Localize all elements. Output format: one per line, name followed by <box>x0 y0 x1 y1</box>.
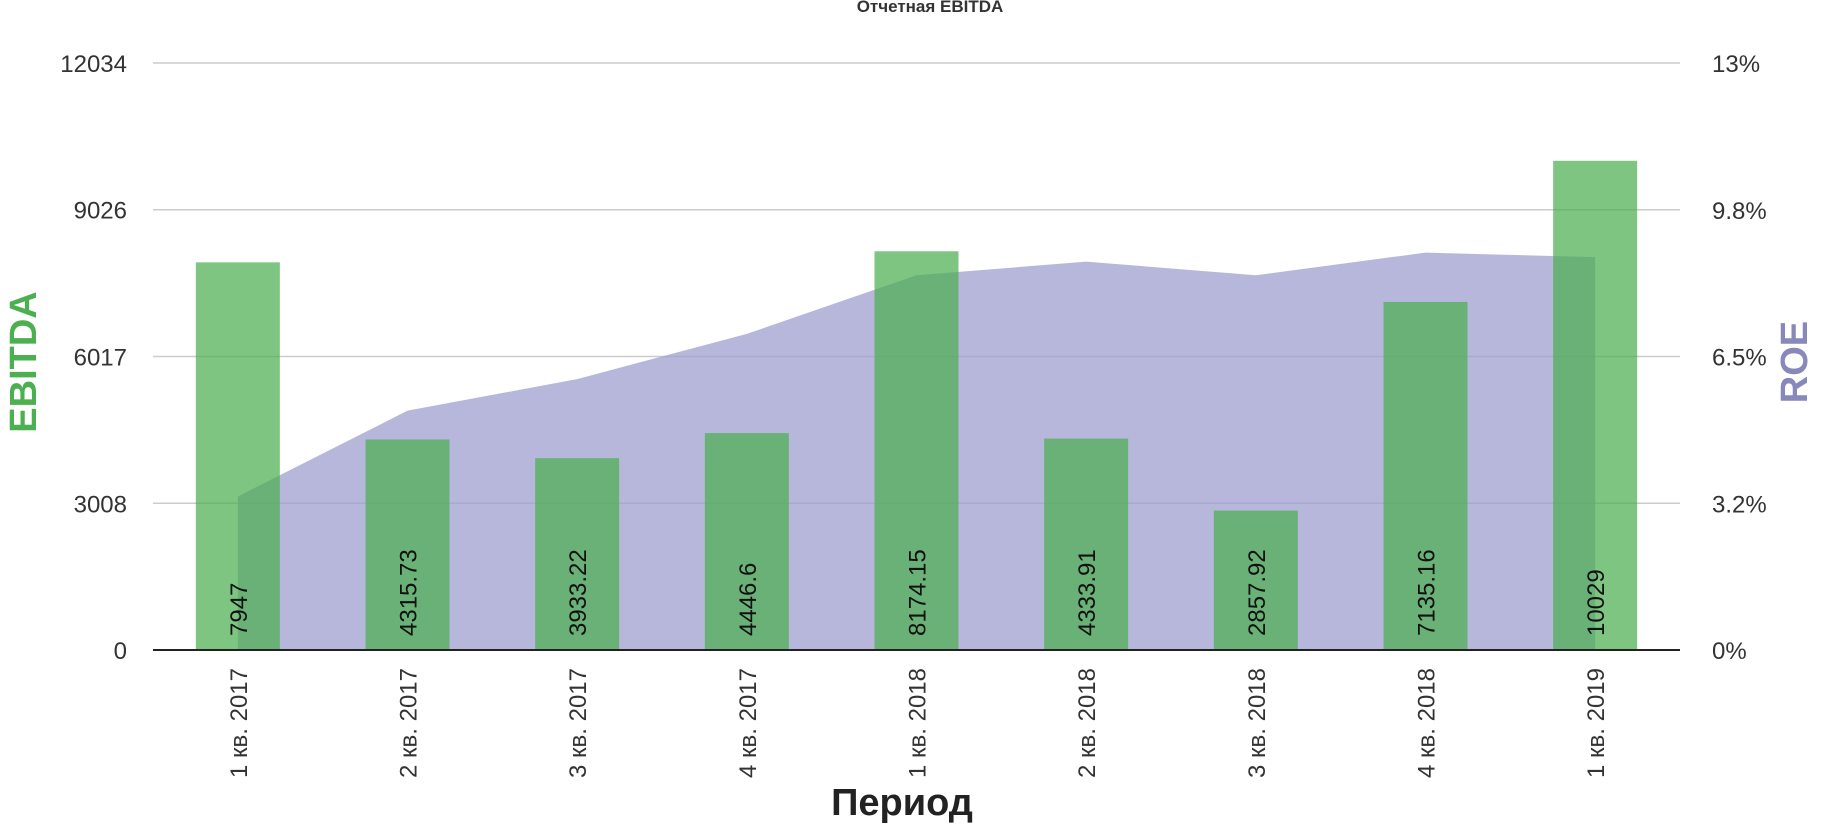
chart-title: Отчетная EBITDA <box>857 0 1004 16</box>
x-tick-label: 1 кв. 2019 <box>1583 668 1610 778</box>
x-tick-label: 3 кв. 2017 <box>565 668 592 778</box>
x-tick-label: 4 кв. 2018 <box>1414 668 1441 778</box>
y2-tick-label: 6.5% <box>1712 345 1767 372</box>
bar-value-label: 8174.15 <box>905 549 932 636</box>
y2-tick-label: 13% <box>1712 51 1760 78</box>
y-tick-label: 6017 <box>74 345 127 372</box>
y-tick-label: 3008 <box>74 491 127 518</box>
bar-value-label: 4315.73 <box>396 549 423 636</box>
y2-axis-title: ROE <box>1774 321 1816 403</box>
ebitda-bar <box>704 433 789 650</box>
bar-value-label: 7135.16 <box>1414 549 1441 636</box>
bar-value-label: 4333.91 <box>1074 549 1101 636</box>
y-tick-label: 9026 <box>74 198 127 225</box>
x-tick-label: 3 кв. 2018 <box>1244 668 1271 778</box>
bar-value-label: 7947 <box>226 583 253 636</box>
bar-value-label: 10029 <box>1583 569 1610 636</box>
y2-tick-label: 0% <box>1712 638 1747 665</box>
ebitda-bar <box>1044 438 1129 650</box>
ebitda-bar <box>535 458 620 650</box>
ebitda-bar <box>1213 510 1298 650</box>
x-tick-label: 1 кв. 2018 <box>905 668 932 778</box>
x-tick-label: 4 кв. 2017 <box>735 668 762 778</box>
ebitda-bar <box>195 262 280 650</box>
x-tick-label: 1 кв. 2017 <box>226 668 253 778</box>
y2-tick-label: 9.8% <box>1712 198 1767 225</box>
y-tick-label: 12034 <box>60 51 127 78</box>
ebitda-bar <box>365 439 450 650</box>
y2-tick-label: 3.2% <box>1712 491 1767 518</box>
ebitda-bar <box>874 251 959 651</box>
y-tick-label: 0 <box>114 638 127 665</box>
y-axis-title: EBITDA <box>3 291 45 432</box>
bar-value-label: 2857.92 <box>1244 549 1271 636</box>
x-tick-label: 2 кв. 2018 <box>1074 668 1101 778</box>
bar-value-label: 4446.6 <box>735 563 762 636</box>
x-tick-label: 2 кв. 2017 <box>396 668 423 778</box>
ebitda-bar <box>1553 160 1638 650</box>
bar-value-label: 3933.22 <box>565 549 592 636</box>
x-axis-title: Период <box>831 782 973 824</box>
ebitda-bar <box>1383 301 1468 650</box>
